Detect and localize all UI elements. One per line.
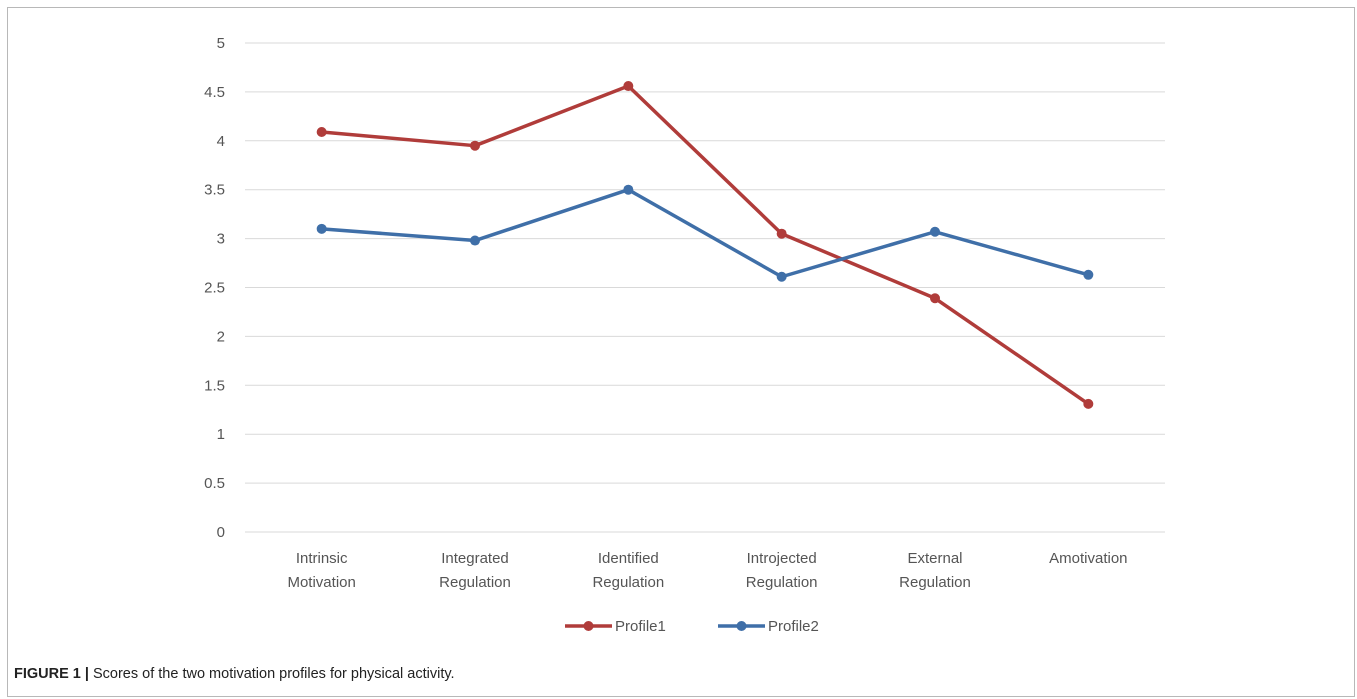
data-point-profile1 <box>930 293 940 304</box>
legend-label: Profile1 <box>615 618 666 635</box>
y-tick-label: 3 <box>217 231 225 248</box>
y-tick-label: 1 <box>217 426 225 443</box>
x-category-line: Motivation <box>287 574 355 591</box>
x-category-label: Intrinsic Motivation <box>287 550 355 591</box>
x-category-line: Regulation <box>746 574 818 591</box>
data-point-profile2 <box>930 226 940 237</box>
caption-text: Scores of the two motivation profiles fo… <box>88 666 455 682</box>
data-point-profile2 <box>623 184 634 195</box>
y-tick-label: 3.5 <box>204 182 225 199</box>
series-line-profile1 <box>321 84 1090 406</box>
x-category-label: Integrated Regulation <box>439 550 511 591</box>
figure-label: FIGURE 1 | <box>14 666 89 682</box>
legend-label: Profile2 <box>768 618 819 635</box>
x-category-line: Regulation <box>592 574 664 591</box>
data-point-profile1 <box>776 228 787 239</box>
data-point-profile2 <box>776 271 787 282</box>
series-lines <box>316 81 1094 409</box>
data-point-profile1 <box>623 81 634 92</box>
y-tick-label: 1.5 <box>204 377 225 394</box>
series-line-profile2 <box>321 187 1089 279</box>
y-tick-label: 5 <box>217 35 225 52</box>
y-tick-label: 4.5 <box>204 84 225 101</box>
x-category-label: Identified Regulation <box>592 550 664 591</box>
data-point-profile2 <box>470 235 480 246</box>
legend-swatch-marker <box>583 621 594 631</box>
x-category-line: Regulation <box>899 574 971 591</box>
x-category-line: Integrated <box>441 550 509 567</box>
x-category-line: Intrinsic <box>296 550 348 567</box>
x-category-label: Amotivation <box>1049 550 1127 567</box>
figure-caption: FIGURE 1 | Scores of the two motivation … <box>14 666 455 682</box>
y-tick-label: 4 <box>217 133 225 150</box>
x-category-label: Introjected Regulation <box>746 550 818 591</box>
data-point-profile1 <box>316 126 327 137</box>
legend-swatch-marker <box>736 621 747 631</box>
legend: Profile1 Profile2 <box>565 618 819 635</box>
x-category-line: Amotivation <box>1049 550 1127 567</box>
data-point-profile1 <box>1083 398 1094 409</box>
x-category-line: External <box>907 550 962 567</box>
x-category-line: Introjected <box>747 550 817 567</box>
y-tick-label: 0 <box>217 524 225 541</box>
figure-frame <box>7 7 1355 697</box>
x-category-line: Identified <box>598 550 659 567</box>
data-point-profile1 <box>470 140 480 151</box>
x-category-label: External Regulation <box>899 550 971 591</box>
gridlines <box>245 42 1165 533</box>
y-axis-ticks: 0 0.5 1 1.5 2 2.5 3 3.5 4 4.5 5 <box>204 35 225 541</box>
data-point-profile2 <box>1083 269 1094 280</box>
y-tick-label: 2 <box>217 328 225 345</box>
y-tick-label: 0.5 <box>204 475 225 492</box>
y-tick-label: 2.5 <box>204 280 225 297</box>
x-category-line: Regulation <box>439 574 511 591</box>
data-point-profile2 <box>316 223 327 234</box>
